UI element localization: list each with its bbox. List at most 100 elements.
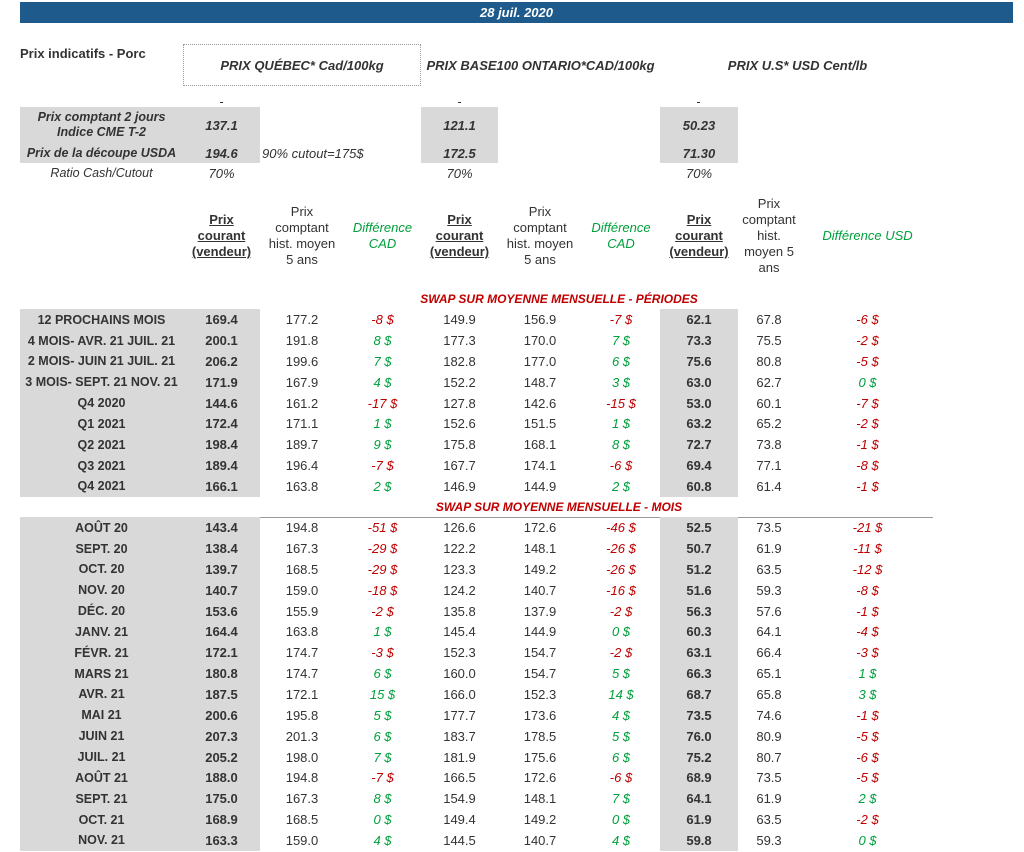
header-line: Différence USD: [822, 228, 913, 243]
header-line: CAD: [368, 236, 397, 251]
quebec-box: [183, 44, 421, 86]
indicator-note: 90% cutout=175$: [262, 145, 364, 161]
price-cell: 52.5: [660, 517, 738, 539]
intro-title: Prix indicatifs - Porc: [20, 46, 146, 61]
difference-cell: -2 $: [609, 603, 633, 619]
header-line: (vendeur): [191, 244, 252, 259]
price-cell: 167.3: [285, 541, 319, 557]
price-cell: 166.0: [443, 686, 476, 702]
difference-cell: 2 $: [611, 478, 631, 494]
row-label: JANV. 21: [20, 621, 183, 643]
price-cell: 168.1: [523, 437, 557, 453]
price-cell: 189.4: [183, 454, 260, 477]
price-cell: 194.8: [285, 520, 319, 536]
price-cell: 200.6: [183, 704, 260, 726]
price-cell: 123.3: [443, 561, 476, 577]
price-cell: 140.7: [523, 582, 557, 598]
price-cell: 139.7: [183, 558, 260, 581]
column-header: Différence USD: [800, 195, 935, 277]
difference-cell: -18 $: [367, 582, 398, 598]
difference-cell: 0 $: [858, 832, 877, 848]
difference-cell: 7 $: [611, 333, 631, 349]
row-label: AVR. 21: [20, 683, 183, 706]
price-cell: 135.8: [443, 603, 476, 619]
row-label: MAI 21: [20, 704, 183, 726]
price-cell: 142.6: [523, 395, 557, 411]
header-line: Différence: [352, 220, 413, 235]
price-cell: 169.4: [183, 309, 260, 331]
price-cell: 53.0: [660, 392, 738, 414]
price-cell: 173.6: [523, 707, 557, 723]
date-banner: 28 juil. 2020: [20, 2, 1013, 23]
price-cell: 61.9: [756, 791, 782, 807]
difference-cell: 0 $: [858, 374, 877, 390]
difference-cell: 2 $: [858, 791, 877, 807]
price-cell: 65.2: [756, 416, 782, 432]
price-cell: 122.2: [443, 541, 476, 557]
market-title: PRIX U.S* USD Cent/lb: [727, 57, 868, 73]
header-line: (vendeur): [669, 244, 729, 259]
price-cell: 171.9: [183, 371, 260, 393]
difference-cell: -16 $: [606, 582, 636, 598]
difference-cell: 0 $: [373, 812, 392, 828]
difference-cell: 5 $: [373, 707, 392, 723]
price-cell: 200.1: [183, 329, 260, 352]
price-cell: 146.9: [443, 478, 476, 494]
price-cell: 51.6: [660, 579, 738, 601]
header-line: hist.: [757, 228, 781, 243]
price-cell: 59.8: [660, 829, 738, 852]
header-line: courant: [675, 228, 723, 243]
price-cell: 159.0: [285, 832, 319, 848]
indicator-label: Prix comptant 2 jours Indice CME T-2: [20, 107, 183, 143]
price-cell: 194.8: [285, 770, 319, 786]
difference-cell: -21 $: [852, 520, 883, 536]
difference-cell: 1 $: [611, 416, 631, 432]
price-cell: 171.1: [285, 416, 319, 432]
difference-cell: 1 $: [858, 666, 877, 682]
difference-cell: 4 $: [611, 832, 631, 848]
price-cell: 62.7: [756, 374, 782, 390]
header-line: 5 ans: [286, 252, 318, 267]
difference-cell: -1 $: [856, 437, 879, 453]
difference-cell: 5 $: [611, 728, 631, 744]
price-cell: 60.3: [660, 621, 738, 643]
price-cell: 168.5: [285, 812, 319, 828]
price-cell: 73.5: [660, 704, 738, 726]
header-line: CAD: [607, 236, 635, 251]
price-cell: 80.7: [756, 749, 782, 765]
price-cell: 61.9: [756, 541, 782, 557]
row-label: Q2 2021: [20, 434, 183, 456]
price-cell: 65.8: [756, 686, 782, 702]
indicator-value: 137.1: [183, 107, 260, 143]
market-title: PRIX QUÉBEC* Cad/100kg: [220, 57, 384, 73]
header-line: 5 ans: [524, 252, 556, 267]
price-cell: 167.3: [285, 791, 319, 807]
price-cell: 149.4: [443, 812, 476, 828]
price-cell: 75.2: [660, 746, 738, 768]
difference-cell: -15 $: [606, 395, 636, 411]
column-header: Prix courant (vendeur): [660, 195, 738, 277]
price-cell: 187.5: [183, 683, 260, 706]
price-cell: 66.3: [660, 662, 738, 685]
row-label: NOV. 21: [20, 829, 183, 852]
difference-cell: -8 $: [856, 458, 879, 474]
price-cell: 145.4: [443, 624, 476, 640]
difference-cell: 8 $: [611, 437, 631, 453]
price-cell: 163.8: [285, 624, 319, 640]
indicator-value: 71.30: [660, 143, 738, 163]
price-cell: 80.8: [756, 353, 782, 369]
price-cell: 80.9: [756, 728, 782, 744]
dash: -: [696, 93, 701, 109]
price-cell: 195.8: [285, 707, 319, 723]
difference-cell: -6 $: [856, 749, 879, 765]
price-cell: 161.2: [285, 395, 319, 411]
header-line: comptant: [275, 220, 329, 235]
price-cell: 137.9: [523, 603, 557, 619]
price-cell: 154.7: [523, 645, 557, 661]
price-cell: 65.1: [756, 666, 782, 682]
price-cell: 201.3: [285, 728, 319, 744]
price-cell: 56.3: [660, 600, 738, 622]
price-cell: 206.2: [183, 350, 260, 373]
price-cell: 177.2: [285, 312, 319, 328]
header-line: (vendeur): [429, 244, 490, 259]
